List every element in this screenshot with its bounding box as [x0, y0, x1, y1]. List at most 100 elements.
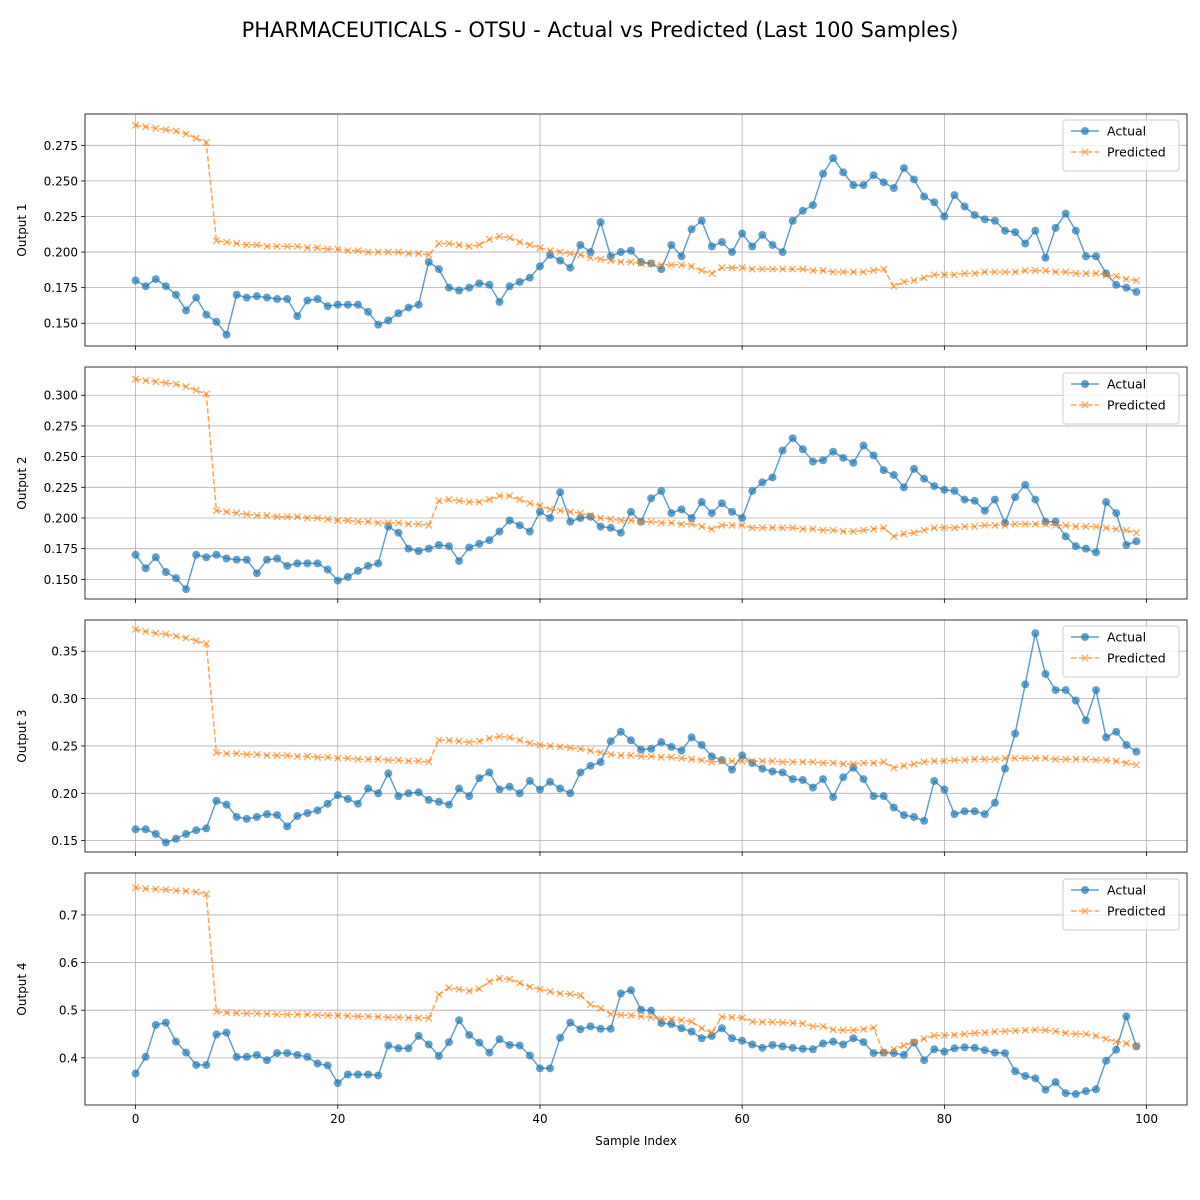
actual-point — [485, 1048, 494, 1057]
predicted-point — [1122, 526, 1130, 534]
actual-point — [637, 745, 646, 754]
predicted-point — [758, 1018, 767, 1026]
predicted-point — [960, 756, 969, 764]
actual-point — [606, 252, 615, 261]
legend-marker — [1081, 380, 1089, 388]
predicted-point — [991, 268, 999, 276]
predicted-point — [738, 757, 746, 765]
actual-point — [293, 559, 302, 568]
actual-point — [717, 756, 726, 765]
actual-point — [141, 564, 150, 573]
actual-point — [1061, 209, 1070, 218]
actual-point — [798, 1044, 807, 1053]
predicted-point — [819, 526, 827, 534]
actual-point — [616, 989, 625, 998]
actual-point — [647, 1006, 656, 1015]
predicted-point — [950, 271, 959, 279]
predicted-point — [698, 756, 706, 764]
y-tick-label: 0.275 — [44, 139, 78, 153]
predicted-point — [485, 235, 494, 243]
predicted-point — [394, 248, 403, 256]
actual-line-output-3 — [135, 633, 1137, 844]
actual-point — [930, 482, 939, 491]
actual-point — [303, 1052, 312, 1061]
actual-point — [202, 553, 211, 562]
actual-point — [1061, 532, 1070, 541]
predicted-point — [758, 524, 767, 532]
y-tick-label: 0.25 — [51, 739, 78, 753]
predicted-point — [1001, 1027, 1009, 1035]
predicted-point — [505, 492, 514, 500]
actual-point — [849, 1034, 858, 1043]
predicted-point — [526, 983, 534, 991]
actual-point — [950, 191, 959, 200]
actual-point — [535, 785, 544, 794]
actual-point — [1081, 1087, 1090, 1096]
predicted-point — [718, 1013, 726, 1021]
predicted-point — [829, 526, 837, 534]
actual-point — [829, 154, 838, 163]
actual-point — [182, 306, 191, 315]
predicted-point — [1122, 759, 1130, 767]
actual-point — [677, 505, 686, 514]
actual-point — [667, 742, 676, 751]
actual-point — [1102, 269, 1111, 278]
predicted-point — [172, 127, 180, 135]
predicted-point — [344, 1012, 352, 1020]
actual-point — [515, 277, 524, 286]
actual-point — [1102, 1056, 1111, 1065]
actual-point — [313, 559, 322, 568]
actual-point — [748, 486, 757, 495]
predicted-point — [253, 1009, 261, 1018]
actual-point — [637, 258, 646, 267]
predicted-point — [495, 492, 504, 500]
actual-point — [505, 516, 514, 525]
predicted-point — [354, 246, 362, 255]
actual-point — [475, 539, 484, 548]
actual-point — [930, 1045, 939, 1054]
predicted-point — [859, 526, 868, 534]
actual-point — [626, 507, 635, 516]
actual-point — [829, 447, 838, 456]
actual-point — [262, 1056, 271, 1065]
predicted-point — [880, 265, 888, 273]
legend-label: Actual — [1107, 377, 1146, 392]
actual-point — [535, 507, 544, 516]
actual-point — [1092, 1085, 1101, 1094]
predicted-point — [475, 737, 483, 745]
predicted-point — [546, 987, 554, 996]
actual-point — [374, 320, 383, 329]
predicted-point — [1062, 755, 1070, 763]
predicted-point — [425, 521, 433, 530]
actual-point — [414, 547, 423, 556]
actual-point — [404, 303, 413, 312]
actual-point — [717, 238, 726, 247]
predicted-point — [910, 1038, 918, 1046]
predicted-point — [667, 261, 676, 269]
actual-point — [616, 248, 625, 257]
predicted-point — [576, 509, 585, 517]
predicted-point — [516, 736, 524, 744]
predicted-point — [404, 520, 413, 528]
actual-point — [839, 1040, 848, 1049]
predicted-point — [263, 751, 271, 760]
predicted-point — [1031, 266, 1040, 275]
predicted-point — [586, 511, 595, 520]
chart-title: PHARMACEUTICALS - OTSU - Actual vs Predi… — [241, 18, 959, 42]
predicted-point — [1082, 1030, 1090, 1038]
actual-point — [930, 776, 939, 785]
predicted-point — [1092, 1032, 1100, 1040]
predicted-point — [1072, 1030, 1080, 1038]
predicted-point — [950, 524, 959, 532]
actual-point — [485, 536, 494, 545]
predicted-point — [991, 1027, 999, 1036]
axes-frame — [84, 619, 1188, 853]
predicted-point — [890, 1045, 898, 1053]
actual-point — [535, 1064, 544, 1073]
predicted-point — [930, 271, 938, 279]
actual-point — [1011, 493, 1020, 502]
predicted-point — [839, 268, 847, 276]
predicted-point — [708, 758, 716, 766]
predicted-point — [142, 885, 150, 893]
actual-point — [687, 733, 696, 742]
